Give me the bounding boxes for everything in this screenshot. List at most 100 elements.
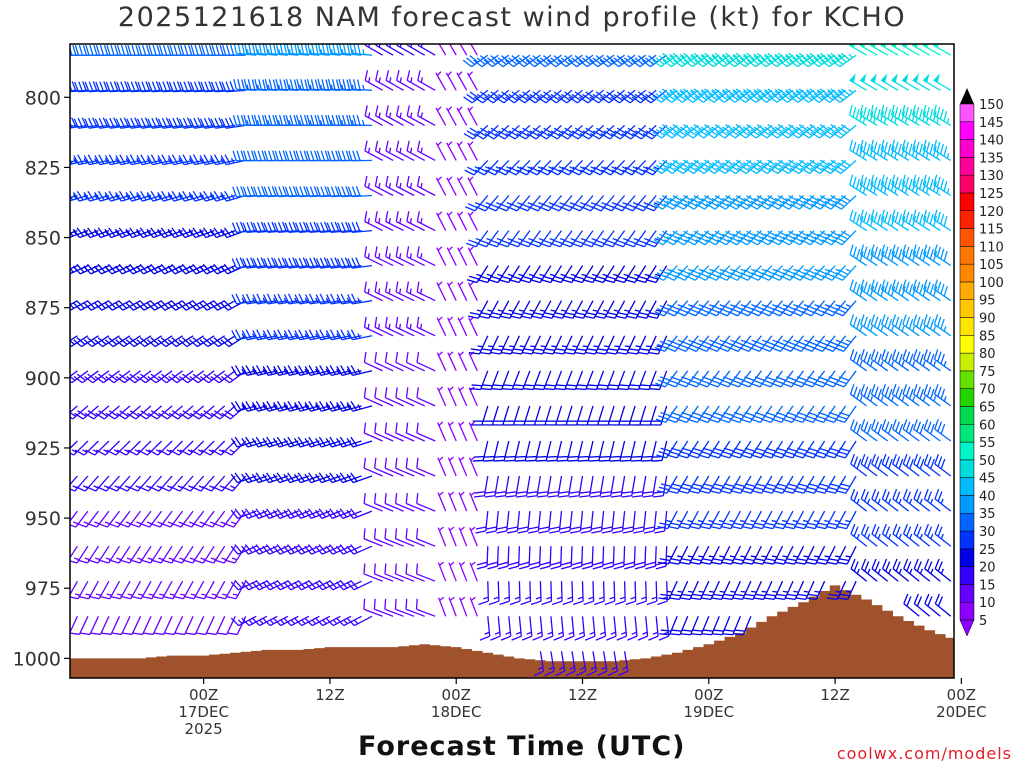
wind-barb (800, 230, 826, 246)
wind-barb (881, 558, 899, 582)
wind-barb (471, 405, 489, 426)
wind-barb (631, 54, 657, 68)
wind-barb (158, 440, 184, 456)
wind-barb (836, 510, 857, 530)
wind-barb (283, 436, 310, 448)
wind-barb (658, 580, 678, 601)
wind-barb (416, 246, 436, 267)
wind-barb (903, 593, 920, 617)
wind-barb (509, 581, 521, 606)
wind-barb (556, 440, 573, 462)
wind-barb (220, 370, 247, 384)
wind-barb (478, 300, 499, 319)
wind-barb (559, 195, 583, 212)
wind-barb (559, 511, 573, 534)
wind-barb (770, 300, 794, 317)
colorbar-label: 150 (979, 98, 1004, 113)
wind-barb (88, 580, 110, 600)
credit-link[interactable]: coolwx.com/models (836, 744, 1012, 763)
wind-barb (751, 510, 773, 530)
wind-barb (178, 300, 205, 311)
wind-barb (881, 523, 899, 547)
wind-barb (417, 70, 436, 91)
wind-barb (860, 558, 878, 582)
wind-barb (561, 546, 573, 570)
colorbar: 5 10 15 20 25 30 35 40 45 50 55 60 65 70 75 80 85 90 95 100… (959, 88, 1004, 637)
wind-barb (304, 615, 331, 627)
wind-barb (395, 351, 415, 372)
wind-barb (537, 475, 552, 498)
wind-barb (395, 316, 415, 337)
wind-barb (437, 491, 447, 512)
wind-barb (169, 440, 194, 456)
wind-barb (517, 195, 541, 212)
wind-barb (337, 221, 362, 234)
wind-barb (630, 440, 647, 462)
wind-barb (173, 580, 194, 600)
wind-barb (576, 405, 594, 426)
wind-barb (759, 265, 783, 281)
wind-barb (304, 436, 331, 448)
wind-barb (456, 176, 468, 196)
wind-barb (487, 546, 499, 570)
wind-barb (500, 616, 512, 641)
wind-barb (890, 104, 910, 126)
wind-barb (304, 472, 331, 484)
wind-barb (891, 384, 910, 407)
wind-barb (436, 316, 447, 337)
wind-barb (307, 44, 330, 56)
wind-barb (230, 615, 257, 627)
wind-barb (638, 370, 657, 391)
wind-barb (511, 335, 531, 355)
wind-barb (384, 528, 404, 547)
wind-barb (241, 615, 268, 627)
wind-barb (385, 211, 404, 232)
wind-barb (601, 159, 626, 176)
wind-barb (94, 300, 120, 311)
wind-barb (535, 440, 552, 462)
wind-barb (832, 265, 857, 281)
wind-barb (657, 581, 668, 606)
wind-barb (742, 545, 762, 565)
wind-barb (652, 52, 678, 68)
wind-barb (601, 511, 615, 534)
wind-barb (435, 176, 447, 196)
wind-barb (363, 387, 383, 407)
wind-barb (75, 475, 99, 492)
wind-barb (189, 335, 215, 348)
wind-barb (437, 456, 447, 477)
wind-barb (694, 52, 720, 68)
wind-barb (283, 400, 310, 412)
wind-barb (789, 159, 815, 175)
wind-barb (465, 195, 489, 212)
wind-barb (790, 230, 815, 246)
wind-barb (394, 493, 415, 512)
wind-barb (416, 493, 436, 512)
wind-barb (688, 510, 710, 530)
colorbar-swatch (959, 601, 975, 621)
wind-barb (501, 370, 521, 391)
colorbar-swatch (959, 530, 975, 550)
wind-barb (515, 54, 541, 68)
wind-barb (784, 545, 805, 565)
wind-barb (252, 221, 278, 234)
wind-barb (469, 596, 478, 617)
wind-barb (675, 335, 699, 353)
wind-barb (880, 104, 899, 126)
wind-barb (870, 244, 889, 267)
wind-barb (641, 54, 668, 68)
wind-barb (685, 230, 710, 246)
colorbar-swatch (959, 157, 975, 176)
wind-barb (199, 335, 226, 348)
wind-barb (223, 510, 247, 528)
wind-barb (483, 440, 499, 462)
wind-barb (293, 436, 320, 448)
wind-barb (648, 616, 659, 641)
wind-barb (157, 300, 183, 311)
wind-barb (588, 440, 605, 462)
wind-barb (541, 300, 563, 319)
wind-barb (546, 440, 563, 462)
wind-barb (860, 349, 878, 372)
wind-barb (902, 384, 920, 407)
colorbar-label: 100 (979, 276, 1004, 291)
